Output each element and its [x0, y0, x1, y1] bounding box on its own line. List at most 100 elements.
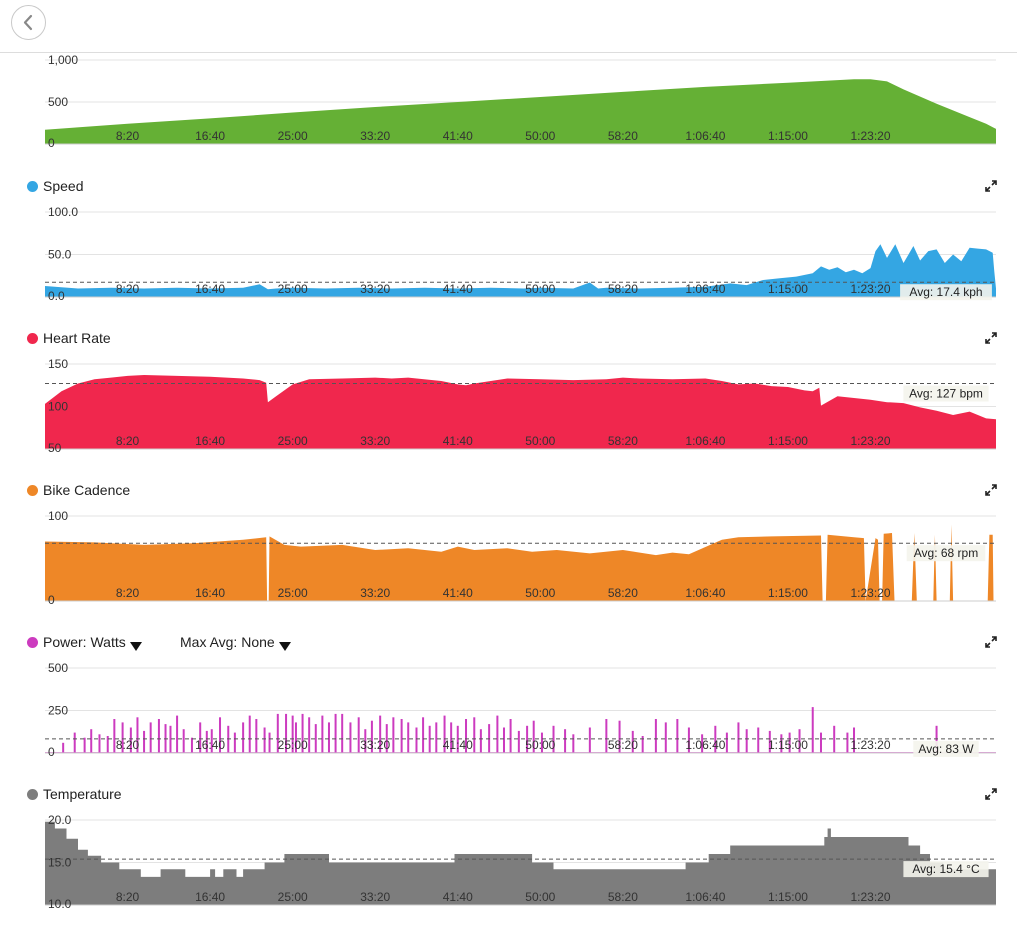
power-chart: Avg: 83 W 8:20 16:40 25:00 33:20 41:40 50:00 58… [45, 661, 996, 759]
power-spike [210, 729, 213, 753]
power-spike [136, 717, 139, 753]
power-spike [422, 717, 425, 753]
y-tick-label: 1,000 [48, 53, 78, 67]
power-spike [496, 715, 499, 753]
x-tick-label: 1:23:20 [850, 738, 890, 752]
power-spike [83, 737, 86, 753]
power-spike [301, 713, 304, 753]
x-tick-label: 1:23:20 [850, 129, 890, 143]
cadence-title-label: Bike Cadence [43, 482, 131, 498]
power-metric-dropdown-icon[interactable] [129, 641, 142, 651]
y-tick-label: 0 [48, 745, 55, 759]
x-tick-label: 1:23:20 [850, 890, 890, 904]
power-spike [242, 722, 245, 753]
x-tick-label: 25:00 [278, 129, 308, 143]
elevation-series-area [45, 79, 996, 144]
x-tick-label: 1:06:40 [685, 282, 725, 296]
power-spike [276, 713, 279, 753]
cadence-avg-label-bg [906, 545, 986, 562]
power-spike [357, 717, 360, 753]
speed-expand-icon[interactable] [985, 180, 997, 192]
power-spike [199, 722, 202, 753]
power-spike [618, 720, 621, 753]
power-spike [169, 725, 172, 753]
x-tick-label: 16:40 [195, 282, 225, 296]
heart-rate-title[interactable]: Heart Rate [27, 330, 111, 346]
speed-avg-label-bg [900, 284, 992, 301]
x-tick-label: 16:40 [195, 586, 225, 600]
power-spike [473, 717, 476, 753]
x-tick-label: 50:00 [525, 434, 555, 448]
x-tick-label: 58:20 [608, 434, 638, 448]
x-tick-label: 8:20 [116, 434, 140, 448]
temperature-expand-icon[interactable] [985, 788, 997, 800]
x-tick-label: 50:00 [525, 586, 555, 600]
power-spike [205, 730, 208, 753]
x-tick-label: 58:20 [608, 738, 638, 752]
cadence-legend-dot [27, 484, 38, 496]
x-tick-label: 1:15:00 [768, 738, 808, 752]
x-tick-label: 16:40 [195, 129, 225, 143]
power-spike [407, 722, 410, 753]
temperature-avg-label-bg [903, 861, 989, 878]
power-spike [654, 719, 657, 753]
y-tick-label: 100.0 [48, 205, 78, 219]
x-tick-label: 50:00 [525, 738, 555, 752]
power-spike [631, 730, 634, 753]
power-title[interactable]: Power: Watts [27, 634, 142, 651]
x-tick-label: 41:40 [443, 129, 473, 143]
power-spike [540, 732, 543, 753]
x-tick-label: 50:00 [525, 282, 555, 296]
x-tick-label: 1:06:40 [685, 890, 725, 904]
power-spike [725, 732, 728, 753]
heart-rate-expand-icon[interactable] [985, 332, 997, 344]
power-spike [757, 727, 760, 753]
power-spike [798, 729, 801, 753]
power-spike [113, 719, 116, 753]
x-tick-label: 33:20 [360, 282, 390, 296]
x-tick-label: 8:20 [116, 129, 140, 143]
x-tick-label: 58:20 [608, 586, 638, 600]
max-avg-dropdown-icon [278, 642, 291, 651]
cadence-series-area [45, 524, 996, 601]
power-spike [106, 736, 109, 753]
power-spike [664, 722, 667, 753]
heart-rate-legend-dot [27, 332, 38, 344]
cadence-title[interactable]: Bike Cadence [27, 482, 130, 498]
power-spike [268, 732, 271, 753]
power-spike [641, 736, 644, 753]
y-tick-label: 150 [48, 357, 68, 371]
power-expand-icon[interactable] [985, 636, 997, 648]
x-tick-label: 50:00 [525, 890, 555, 904]
x-tick-label: 41:40 [443, 738, 473, 752]
x-tick-label: 41:40 [443, 890, 473, 904]
power-spike [190, 737, 193, 753]
power-spike [428, 725, 431, 753]
power-spike [321, 715, 324, 753]
max-avg-dropdown[interactable]: Max Avg: None [180, 634, 291, 651]
x-tick-label: 33:20 [360, 738, 390, 752]
x-tick-label: 16:40 [195, 890, 225, 904]
y-tick-label: 10.0 [48, 897, 72, 911]
power-spike [364, 729, 367, 753]
power-spike [227, 725, 230, 753]
x-tick-label: 1:23:20 [850, 586, 890, 600]
power-spike [435, 722, 438, 753]
x-tick-label: 25:00 [278, 890, 308, 904]
x-tick-label: 50:00 [525, 129, 555, 143]
cadence-chart: Avg: 68 rpm 8:20 16:40 25:00 33:20 41:40 50:00… [45, 509, 996, 607]
cadence-expand-icon[interactable] [985, 484, 997, 496]
power-spike [450, 722, 453, 753]
power-spike [248, 715, 251, 753]
power-spike [564, 729, 567, 753]
power-spike [73, 732, 76, 753]
speed-title[interactable]: Speed [27, 178, 83, 194]
back-button[interactable] [11, 5, 46, 40]
x-tick-label: 1:23:20 [850, 282, 890, 296]
y-tick-label: 250 [48, 704, 68, 718]
temperature-title[interactable]: Temperature [27, 786, 122, 802]
power-spike [811, 707, 814, 753]
power-spike [370, 720, 373, 753]
power-spike [502, 727, 505, 753]
power-spike [737, 722, 740, 753]
